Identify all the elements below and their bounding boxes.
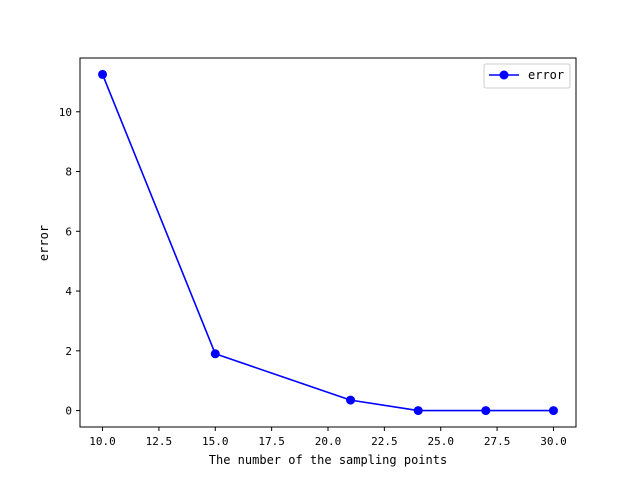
y-tick-label: 8 [65,166,72,179]
x-tick-label: 15.0 [202,435,229,448]
x-tick-label: 12.5 [146,435,173,448]
x-axis-ticks: 10.0 12.5 15.0 17.5 20.0 22.5 25.0 27.5 30.0 [89,427,567,448]
legend-entry-error: error [528,68,564,82]
x-tick-label: 27.5 [484,435,511,448]
x-tick-label: 17.5 [258,435,285,448]
y-tick-label: 0 [65,405,72,418]
data-point [481,406,491,416]
y-tick-label: 2 [65,345,72,358]
y-tick-label: 4 [65,285,72,298]
legend: error [483,63,571,89]
x-tick-label: 25.0 [427,435,454,448]
data-point [346,395,356,405]
data-point [413,406,423,416]
x-tick-label: 22.5 [371,435,398,448]
x-tick-label: 30.0 [540,435,567,448]
x-tick-label: 10.0 [89,435,116,448]
y-tick-label: 6 [65,225,72,238]
legend-marker-swatch [499,70,509,80]
x-axis-label: The number of the sampling points [209,453,447,467]
series-line-error [101,74,554,412]
data-point [98,69,108,79]
legend-box [483,63,571,89]
y-axis-ticks: 0 2 4 6 8 10 [59,106,80,418]
y-axis-label: error [37,225,51,261]
y-tick-label: 10 [59,106,72,119]
data-point [210,349,220,359]
data-point [548,406,558,416]
x-tick-label: 20.0 [315,435,342,448]
